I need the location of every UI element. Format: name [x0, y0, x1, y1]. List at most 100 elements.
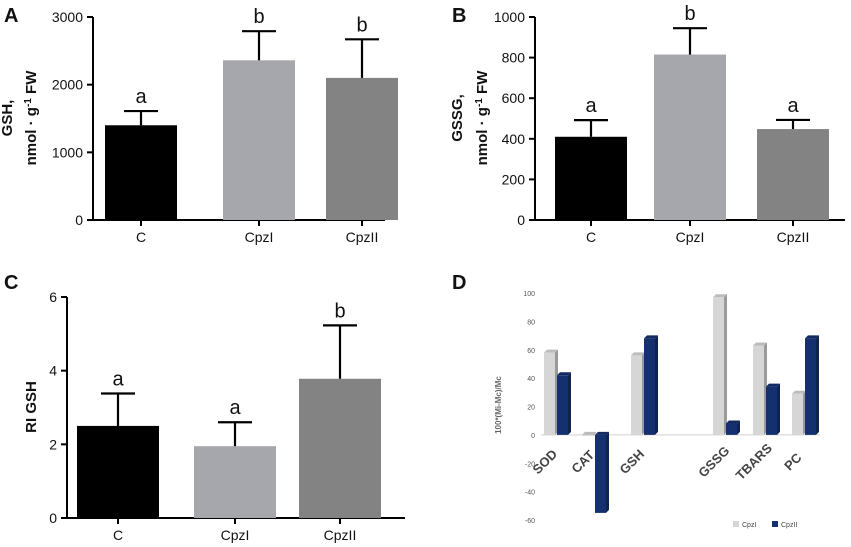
y-tick-label: 200 — [502, 171, 526, 187]
bar-top — [792, 390, 806, 394]
bar-side — [816, 335, 819, 435]
y-tick-label: 800 — [502, 50, 526, 66]
x-tick-label: CpzI — [245, 229, 274, 245]
y-tick-label: 400 — [502, 131, 526, 147]
bar — [557, 375, 568, 435]
bar — [757, 129, 829, 220]
significance-letter: a — [112, 369, 124, 391]
bar-side — [777, 383, 780, 435]
y-tick-label: 2000 — [52, 77, 83, 93]
significance-letter: a — [585, 95, 597, 117]
bar — [194, 446, 276, 518]
y-tick-label: 0 — [49, 510, 57, 526]
legend-label: CpzII — [781, 522, 797, 529]
significance-letter: b — [684, 3, 695, 25]
y-tick-label: -20 — [525, 461, 535, 468]
x-tick-label: C — [586, 229, 596, 245]
y-tick-label: 4 — [49, 363, 57, 379]
panel-a: A 0 1000 2000 3000 a Cb CpzI b CpzII GSH, nmol · g-… — [0, 5, 398, 245]
bar — [792, 393, 803, 435]
bar-top — [557, 372, 571, 376]
bar-top — [805, 335, 819, 339]
significance-letter: b — [334, 300, 345, 322]
legend-swatch — [772, 521, 778, 527]
x-tick-label: CpzI — [221, 527, 250, 543]
bar — [582, 434, 593, 436]
legend-swatch — [733, 521, 739, 527]
panel-label: A — [4, 5, 18, 27]
significance-letter: a — [229, 397, 241, 419]
y-tick-label: 20 — [527, 405, 535, 412]
x-tick-label: CpzII — [324, 527, 357, 543]
x-tick-label: CpzI — [676, 229, 705, 245]
y-tick-label: 6 — [49, 289, 57, 305]
unit-tail: FW — [23, 70, 40, 98]
significance-letter: a — [787, 95, 799, 117]
unit-text: nmol · g — [23, 107, 40, 165]
bar-side — [568, 372, 571, 435]
bar-side — [724, 294, 727, 435]
bar-side — [655, 335, 658, 435]
y-tick-label: 0 — [517, 212, 525, 228]
bar — [805, 338, 816, 435]
bar-top — [753, 342, 767, 346]
y-tick-label: 3000 — [52, 9, 83, 25]
bar-top — [595, 431, 609, 435]
bar — [555, 136, 627, 220]
bar-side — [593, 431, 596, 436]
bar — [544, 352, 555, 435]
significance-letter: b — [253, 6, 264, 28]
y-tick-label: 60 — [527, 348, 535, 355]
y-tick-label: 0 — [75, 212, 83, 228]
x-tick-label: GSH — [617, 446, 648, 477]
bar — [77, 425, 159, 518]
y-axis-label: 100*(Mi-Mc)/Mc — [494, 376, 503, 434]
bar — [713, 297, 724, 435]
y-tick-label: 600 — [502, 90, 526, 106]
bar — [753, 345, 764, 435]
bar — [299, 378, 381, 518]
y-tick-label: 0 — [531, 433, 535, 440]
bar — [644, 338, 655, 435]
bar-top — [631, 352, 645, 356]
bar-top — [644, 335, 658, 339]
legend-label: CpzI — [742, 522, 756, 529]
significance-letter: b — [356, 14, 367, 36]
unit-superscript: -1 — [474, 98, 485, 107]
x-tick-label: CpzII — [777, 229, 810, 245]
bar-side — [737, 420, 740, 435]
x-tick-label: PC — [781, 450, 805, 474]
x-tick-label: C — [136, 229, 146, 245]
unit-superscript: -1 — [23, 98, 34, 107]
unit-tail: FW — [474, 70, 491, 98]
bar — [654, 54, 726, 221]
x-tick-label: TBARS — [733, 440, 776, 483]
panel-c: C 0 2 4 6 a Ca CpzI b CpzII RI GSH — [4, 272, 405, 543]
y-axis-label-line1: GSH, — [0, 100, 16, 137]
x-tick-label: GSSG — [695, 443, 732, 480]
y-axis-label-line2: nmol · g-1 FW — [23, 70, 41, 166]
panel-label: B — [452, 5, 466, 27]
bar-top — [582, 431, 596, 435]
bar — [631, 355, 642, 435]
x-tick-label: CpzII — [346, 229, 379, 245]
panel-b: B 0 200 400 600 800 1000 a Cb CpzI a CpzII GSSG, nmol… — [449, 3, 845, 245]
y-axis-label-line1: GSSG, — [449, 94, 466, 142]
y-tick-label: 40 — [527, 376, 535, 383]
bar-top — [713, 294, 727, 298]
significance-letter: a — [135, 86, 147, 108]
y-tick-label: 2 — [49, 436, 57, 452]
bar-top — [726, 420, 740, 424]
bar-top — [766, 383, 780, 387]
y-tick-label: 1000 — [494, 9, 525, 25]
bar — [766, 386, 777, 435]
y-tick-label: 100 — [523, 291, 535, 298]
y-tick-label: -60 — [525, 518, 535, 525]
x-tick-label: SOD — [530, 446, 561, 477]
x-tick-label: C — [113, 527, 123, 543]
bar-top — [544, 349, 558, 353]
y-tick-label: 1000 — [52, 144, 83, 160]
unit-text: nmol · g — [474, 107, 491, 165]
y-tick-label: 80 — [527, 319, 535, 326]
